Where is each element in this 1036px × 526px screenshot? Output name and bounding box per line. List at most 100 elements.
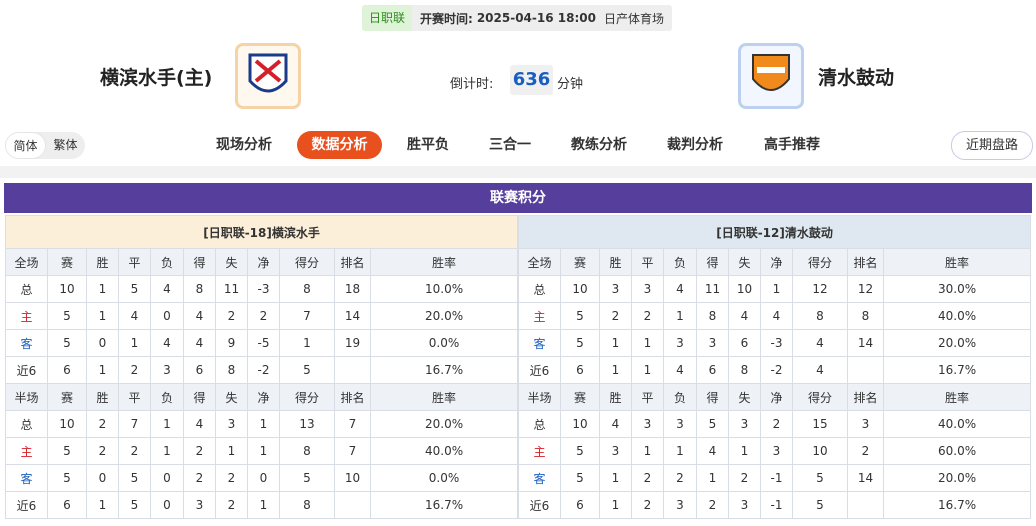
row-label: 总 xyxy=(518,275,561,303)
cell: 1 xyxy=(631,437,664,465)
column-header: 胜 xyxy=(86,248,119,276)
column-header: 失 xyxy=(728,383,761,411)
cell: 40.0% xyxy=(882,410,1032,438)
cell: 2 xyxy=(247,302,280,330)
recent-button[interactable]: 近期盘路 xyxy=(951,131,1033,160)
cell: -5 xyxy=(247,329,280,357)
row-label: 近6 xyxy=(518,491,561,519)
cell: 7 xyxy=(279,302,335,330)
cell: 8 xyxy=(215,356,248,384)
language-option[interactable]: 繁体 xyxy=(53,138,78,152)
cell: 40.0% xyxy=(882,302,1032,330)
cell: 3 xyxy=(663,410,697,438)
cell: 1 xyxy=(663,302,697,330)
cell: 3 xyxy=(150,356,184,384)
cell: 5 xyxy=(118,275,151,303)
cell: 1 xyxy=(696,464,729,492)
nav-tab[interactable]: 三合一 xyxy=(489,137,531,153)
row-label: 客 xyxy=(5,464,48,492)
standings-table: [日职联-12]清水鼓动 全场赛胜平负得失净得分 排名 胜率总 10 3 3 4 11 10 1 12… xyxy=(517,215,1032,519)
cell: 3 xyxy=(728,410,761,438)
data-row: 近6 6 1 5 0 3 2 1 8 16.7% xyxy=(5,491,519,519)
cell: 8 xyxy=(183,275,216,303)
column-header: 得分 xyxy=(279,248,335,276)
cell: 1 xyxy=(728,437,761,465)
cell: 1 xyxy=(599,491,632,519)
cell: 1 xyxy=(599,356,632,384)
column-header: 失 xyxy=(728,248,761,276)
row-label: 主 xyxy=(518,302,561,330)
cell: 40.0% xyxy=(369,437,519,465)
cell: 16.7% xyxy=(882,491,1032,519)
countdown-unit: 分钟 xyxy=(557,77,584,92)
home-logo xyxy=(235,43,301,109)
cell: 4 xyxy=(183,410,216,438)
cell: 5 xyxy=(279,356,335,384)
column-header: 胜率 xyxy=(882,383,1032,411)
cell: 3 xyxy=(599,275,632,303)
data-row: 总 10 3 3 4 11 10 1 12 12 30.0% xyxy=(518,275,1032,303)
data-row: 总 10 2 7 1 4 3 1 13 7 20.0% xyxy=(5,410,519,438)
cell: 4 xyxy=(183,302,216,330)
team-title: [日职联-12]清水鼓动 xyxy=(517,215,1032,249)
cell: 5 xyxy=(47,464,87,492)
nav-tab[interactable]: 胜平负 xyxy=(407,137,449,153)
cell: 1 xyxy=(631,329,664,357)
away-logo xyxy=(738,43,804,109)
cell: 6 xyxy=(47,491,87,519)
cell: 3 xyxy=(631,275,664,303)
cell: 5 xyxy=(792,491,848,519)
cell: 20.0% xyxy=(882,329,1032,357)
cell: 3 xyxy=(760,437,793,465)
data-row: 客 5 1 2 2 1 2 -1 5 14 20.0% xyxy=(518,464,1032,492)
cell: 5 xyxy=(118,491,151,519)
column-header: 平 xyxy=(118,383,151,411)
column-header: 全场 xyxy=(518,248,561,276)
cell: 2 xyxy=(215,491,248,519)
cell: 1 xyxy=(631,356,664,384)
nav-tab[interactable]: 裁判分析 xyxy=(667,137,723,153)
home-team: 横滨水手(主) xyxy=(100,67,213,89)
nav-tab[interactable]: 教练分析 xyxy=(571,137,627,153)
cell: 5 xyxy=(792,464,848,492)
cell: 2 xyxy=(215,464,248,492)
cell: 14 xyxy=(334,302,371,330)
cell: 7 xyxy=(118,410,151,438)
column-header: 负 xyxy=(663,383,697,411)
cell xyxy=(334,491,371,519)
home-crest xyxy=(248,53,288,93)
data-row: 客 5 0 1 4 4 9 -5 1 19 0.0% xyxy=(5,329,519,357)
cell: 5 xyxy=(47,437,87,465)
nav-tab[interactable]: 数据分析 xyxy=(297,131,382,159)
column-header: 净 xyxy=(760,383,793,411)
cell: -1 xyxy=(760,491,793,519)
cell: 10 xyxy=(560,275,600,303)
cell: 10.0% xyxy=(369,275,519,303)
kickoff-time: 2025-04-16 18:00 xyxy=(476,11,596,25)
league-badge: 日职联 xyxy=(362,5,413,31)
row-label: 总 xyxy=(518,410,561,438)
cell: 0 xyxy=(150,302,184,330)
countdown-value: 636 xyxy=(510,65,553,95)
data-row: 总 10 1 5 4 8 11 -3 8 18 10.0% xyxy=(5,275,519,303)
cell: 2 xyxy=(183,437,216,465)
cell: 15 xyxy=(792,410,848,438)
cell: 10 xyxy=(334,464,371,492)
cell: 8 xyxy=(696,302,729,330)
data-row: 主 5 2 2 1 8 4 4 8 8 40.0% xyxy=(518,302,1032,330)
nav-tab[interactable]: 现场分析 xyxy=(216,137,272,153)
nav-tab[interactable]: 高手推荐 xyxy=(764,137,820,153)
cell: 3 xyxy=(847,410,884,438)
cell: 1 xyxy=(247,410,280,438)
cell: 4 xyxy=(792,329,848,357)
cell: 1 xyxy=(599,329,632,357)
language-option[interactable]: 简体 xyxy=(5,132,46,159)
cell: 30.0% xyxy=(882,275,1032,303)
cell: 1 xyxy=(86,356,119,384)
title-row: [日职联-12]清水鼓动 xyxy=(517,215,1032,249)
cell: 16.7% xyxy=(369,356,519,384)
cell: 2 xyxy=(631,464,664,492)
cell: 4 xyxy=(696,437,729,465)
cell: 6 xyxy=(560,491,600,519)
cell: 6 xyxy=(183,356,216,384)
